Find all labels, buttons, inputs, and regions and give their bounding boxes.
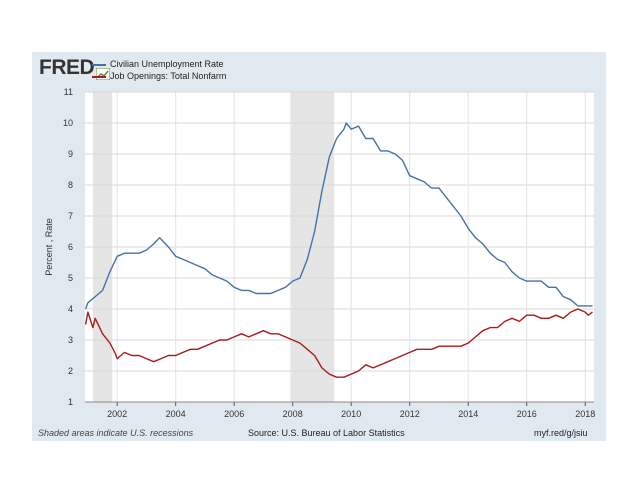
fred-logo-text: FRED [39, 56, 95, 79]
y-tick-label-10: 10 [63, 118, 73, 128]
y-tick-label-5: 5 [68, 273, 73, 283]
y-tick-label-7: 7 [68, 211, 73, 221]
recession-note: Shaded areas indicate U.S. recessions [38, 428, 194, 438]
legend-label-unemployment: Civilian Unemployment Rate [110, 59, 224, 69]
legend-swatch-unemployment [92, 64, 106, 66]
x-tick-label-2002: 2002 [107, 409, 127, 419]
legend-label-job-openings: Job Openings: Total Nonfarm [110, 71, 227, 81]
legend-swatch-job-openings [92, 76, 106, 78]
series-line-1 [84, 308, 593, 378]
y-axis-label: Percent , Rate [44, 218, 54, 276]
x-tick-label-2004: 2004 [166, 409, 186, 419]
x-tick-label-2010: 2010 [341, 409, 361, 419]
x-tick-label-2014: 2014 [458, 409, 478, 419]
y-tick-label-3: 3 [68, 335, 73, 345]
y-tick-label-9: 9 [68, 149, 73, 159]
x-tick-label-2006: 2006 [224, 409, 244, 419]
series-line-0 [84, 122, 593, 310]
short-link[interactable]: myf.red/g/jsiu [534, 428, 588, 438]
y-tick-label-8: 8 [68, 180, 73, 190]
y-tick-label-6: 6 [68, 242, 73, 252]
x-tick-label-2018: 2018 [575, 409, 595, 419]
y-tick-label-4: 4 [68, 304, 73, 314]
x-tick-label-2016: 2016 [517, 409, 537, 419]
x-tick-label-2008: 2008 [283, 409, 303, 419]
y-tick-label-2: 2 [68, 366, 73, 376]
source-label: Source: U.S. Bureau of Labor Statistics [248, 428, 405, 438]
y-tick-label-11: 11 [64, 87, 73, 97]
y-tick-label-1: 1 [68, 397, 73, 407]
x-tick-label-2012: 2012 [400, 409, 420, 419]
